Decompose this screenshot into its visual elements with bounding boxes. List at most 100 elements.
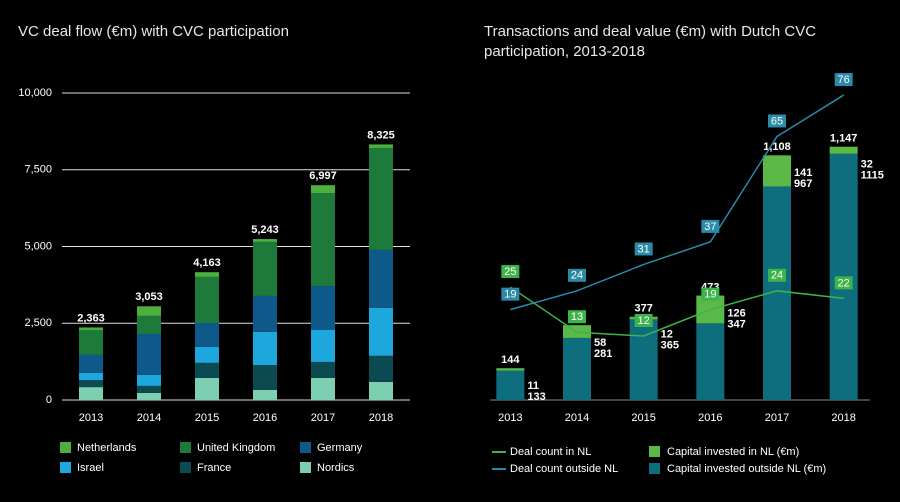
bar-value-label: 365: [661, 340, 679, 352]
bar-segment: [369, 249, 393, 308]
x-tick-label: 2014: [137, 412, 161, 424]
bar-segment: [696, 323, 725, 400]
bar-segment: [137, 315, 161, 334]
bar-value-label: 11: [527, 380, 539, 392]
total-label: 6,997: [309, 170, 337, 182]
x-tick-label: 2013: [498, 412, 522, 424]
x-tick-label: 2017: [311, 412, 335, 424]
bar-segment: [763, 155, 791, 187]
bar-value-label: 126: [727, 307, 745, 319]
legend-swatch: [649, 463, 660, 474]
y-tick-label: 5,000: [24, 240, 52, 252]
line-value-label: 31: [638, 243, 650, 255]
bar-value-label: 12: [661, 329, 673, 341]
total-label: 3,053: [135, 291, 163, 303]
bar-segment: [195, 346, 219, 363]
line-label-box: [701, 287, 720, 301]
line-value-label: 22: [838, 277, 850, 289]
line-label-box: [768, 268, 786, 282]
bar-segment: [195, 276, 219, 323]
bar-segment: [496, 370, 525, 400]
bar-segment: [829, 146, 858, 154]
legend-label: Nordics: [317, 462, 355, 474]
line-label-box: [634, 242, 653, 256]
bar-segment: [369, 144, 393, 148]
line-label-box: [834, 73, 853, 87]
legend-swatch: [180, 442, 191, 453]
x-tick-label: 2013: [79, 412, 103, 424]
bar-segment: [369, 381, 393, 400]
bar-segment: [137, 385, 161, 393]
y-tick-label: 10,000: [18, 87, 52, 99]
legend-swatch: [300, 442, 311, 453]
legend-label: Germany: [317, 442, 363, 454]
total-label: 2,363: [77, 312, 105, 324]
total-label: 5,243: [251, 224, 279, 236]
x-tick-label: 2016: [253, 412, 277, 424]
total-label: 377: [634, 303, 652, 315]
bar-segment: [311, 361, 335, 378]
y-tick-label: 0: [46, 394, 52, 406]
bar-segment: [311, 330, 335, 362]
bar-segment: [311, 185, 335, 194]
bar-segment: [253, 331, 277, 366]
total-label: 8,325: [367, 129, 395, 141]
total-label: 1,147: [830, 133, 858, 145]
bar-segment: [253, 295, 277, 332]
line-label-box: [568, 310, 586, 324]
bar-segment: [369, 355, 393, 382]
x-tick-label: 2015: [195, 412, 219, 424]
bar-segment: [79, 372, 103, 381]
line-label-box: [768, 114, 786, 128]
line-value-label: 12: [638, 315, 650, 327]
x-tick-label: 2017: [765, 412, 789, 424]
line-value-label: 76: [838, 74, 850, 86]
total-label: 144: [501, 354, 520, 366]
bar-segment: [79, 330, 103, 355]
total-label: 1,108: [763, 141, 791, 153]
x-tick-label: 2014: [565, 412, 589, 424]
line-value-label: 65: [771, 115, 783, 127]
line-value-label: 24: [571, 270, 583, 282]
total-label: 4,163: [193, 257, 221, 269]
bar-segment: [311, 193, 335, 287]
line: [509, 286, 844, 337]
chart-title: Transactions and deal value (€m) with Du…: [484, 23, 817, 60]
x-tick-label: 2015: [631, 412, 655, 424]
bar-segment: [253, 389, 277, 400]
x-tick-label: 2018: [831, 412, 855, 424]
bar-segment: [369, 307, 393, 356]
legend-swatch: [300, 462, 311, 473]
y-tick-label: 2,500: [24, 317, 52, 329]
bar-value-label: 1115: [861, 170, 884, 182]
bar-segment: [253, 241, 277, 296]
legend-label: Netherlands: [77, 442, 137, 454]
bar-value-label: 58: [594, 337, 606, 349]
line-label-box: [501, 287, 520, 301]
legend-label: Deal count in NL: [510, 446, 591, 458]
legend-label: United Kingdom: [197, 442, 275, 454]
bar-segment: [253, 365, 277, 390]
legend-swatch: [60, 442, 71, 453]
line-value-label: 19: [504, 289, 516, 301]
bar-segment: [137, 306, 161, 316]
bar-value-label: 141: [794, 167, 812, 179]
legend-label: Deal count outside NL: [510, 463, 618, 475]
line-label-box: [568, 268, 586, 282]
bar-segment: [79, 327, 103, 331]
bar-segment: [311, 377, 335, 400]
bar-segment: [79, 380, 103, 388]
line-label-box: [501, 265, 520, 279]
bar-segment: [79, 387, 103, 400]
legend-label: France: [197, 462, 231, 474]
line-value-label: 24: [771, 270, 783, 282]
bar-segment: [311, 286, 335, 331]
line-value-label: 13: [571, 311, 583, 323]
bar-segment: [195, 377, 219, 400]
bar-value-label: 967: [794, 178, 812, 190]
legend-swatch: [180, 462, 191, 473]
line-value-label: 37: [704, 221, 716, 233]
bar-segment: [253, 239, 277, 242]
